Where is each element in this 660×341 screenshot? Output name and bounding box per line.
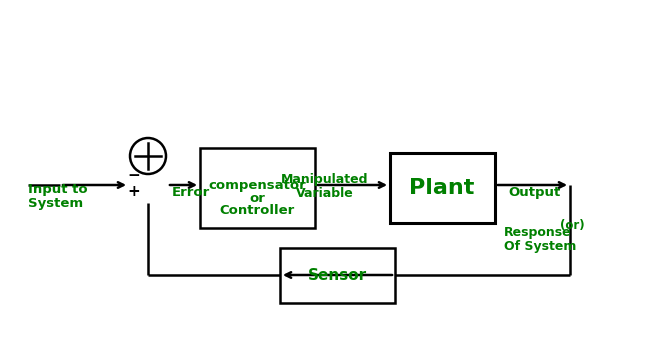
Bar [280, 248, 395, 303]
Text: Sensor: Sensor [308, 267, 366, 282]
Text: Of System: Of System [504, 240, 576, 253]
Bar [200, 148, 315, 228]
Text: −: − [127, 167, 141, 182]
Text: +: + [127, 184, 141, 199]
Text: Plant: Plant [409, 178, 475, 198]
Text: compensator: compensator [208, 179, 306, 193]
Text: Manipulated: Manipulated [281, 173, 369, 186]
Text: System: System [28, 197, 83, 210]
Text: Output: Output [508, 186, 560, 199]
Text: Error: Error [172, 186, 211, 199]
Bar [390, 153, 495, 223]
Text: Response: Response [504, 226, 572, 239]
Text: (or): (or) [560, 219, 585, 232]
Text: Input to: Input to [28, 183, 88, 196]
Text: or: or [249, 192, 265, 205]
Text: Variable: Variable [296, 187, 354, 200]
Text: Controller: Controller [219, 204, 294, 217]
